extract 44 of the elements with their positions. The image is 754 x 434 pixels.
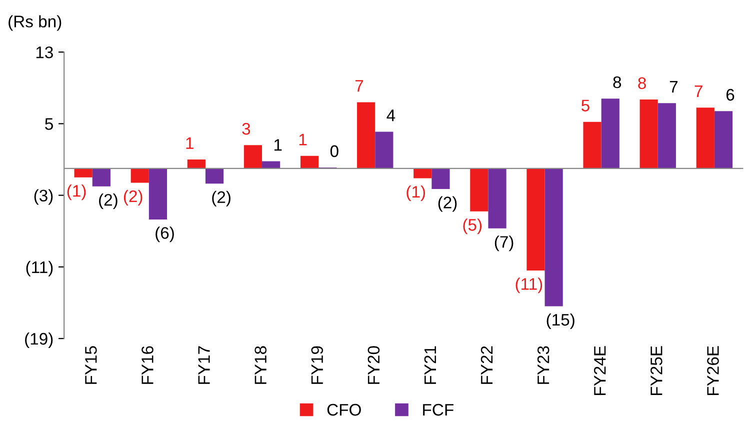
x-tick-label: FY20 xyxy=(368,346,380,384)
data-label: 4 xyxy=(386,110,396,122)
data-label: 6 xyxy=(726,88,734,101)
y-tick-label: (11) xyxy=(26,260,53,276)
data-label: (1) xyxy=(406,185,425,201)
data-label: (11) xyxy=(516,278,542,294)
x-tick-label: FY23 xyxy=(537,346,550,384)
x-tick-label: FY16 xyxy=(142,346,154,384)
x-tick-label: FY17 xyxy=(198,346,210,384)
data-label: 0 xyxy=(330,145,338,158)
data-label: (6) xyxy=(156,226,174,242)
data-label: 8 xyxy=(613,76,622,88)
x-tick-label: FY21 xyxy=(424,346,436,384)
x-tick-label: FY22 xyxy=(480,346,493,384)
data-label: 5 xyxy=(582,100,590,112)
y-tick-label: 5 xyxy=(45,118,53,130)
data-label: 1 xyxy=(299,134,307,146)
data-label: (5) xyxy=(463,218,482,234)
x-tick-label: FY24E xyxy=(594,346,606,396)
data-label: (2) xyxy=(212,190,230,206)
y-tick-label: (19) xyxy=(25,332,53,348)
data-label: 7 xyxy=(356,80,364,92)
data-label: 7 xyxy=(670,81,678,92)
y-tick-label: 13 xyxy=(36,46,53,58)
data-label: (15) xyxy=(546,313,574,329)
data-label: (7) xyxy=(494,236,514,252)
x-tick-label: FY19 xyxy=(311,346,324,384)
x-tick-label: FY26E xyxy=(707,346,719,396)
y-axis-title: (Rs bn) xyxy=(8,15,62,31)
data-label: (2) xyxy=(99,194,118,210)
data-label: 1 xyxy=(274,139,282,151)
x-tick-label: FY18 xyxy=(254,346,266,384)
data-label: (1) xyxy=(67,184,86,200)
data-label: 8 xyxy=(638,77,646,90)
legend-label: CFO xyxy=(327,404,361,416)
data-label: 1 xyxy=(186,137,194,149)
y-tick-label: (3) xyxy=(34,189,53,205)
x-tick-label: FY15 xyxy=(85,346,97,384)
data-label: (2) xyxy=(124,190,142,206)
legend-label: FCF xyxy=(423,404,454,416)
data-label: 3 xyxy=(242,122,250,135)
data-label: 7 xyxy=(694,85,702,97)
x-tick-label: FY25E xyxy=(650,346,662,396)
data-label: (2) xyxy=(438,196,457,212)
